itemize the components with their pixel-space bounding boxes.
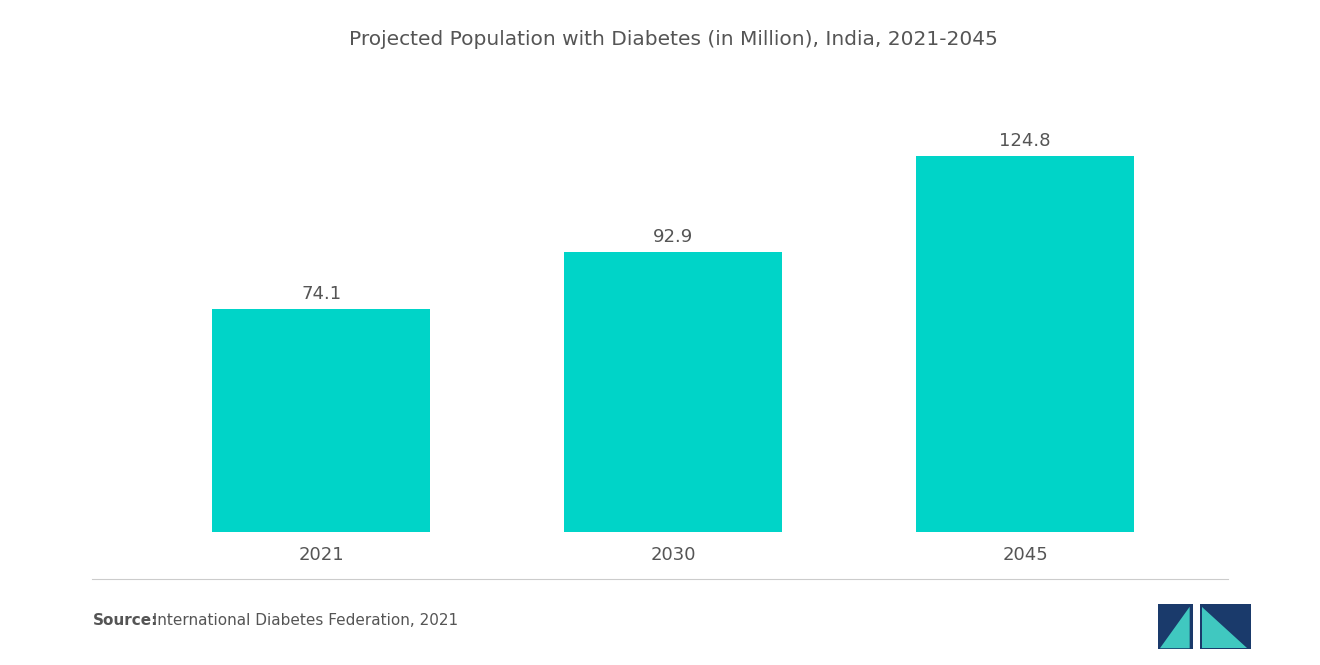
Text: 124.8: 124.8: [999, 132, 1051, 150]
Text: International Diabetes Federation, 2021: International Diabetes Federation, 2021: [143, 613, 458, 628]
Text: 74.1: 74.1: [301, 285, 342, 303]
Title: Projected Population with Diabetes (in Million), India, 2021-2045: Projected Population with Diabetes (in M…: [348, 30, 998, 49]
Polygon shape: [1160, 606, 1189, 648]
Text: 92.9: 92.9: [653, 228, 693, 246]
Bar: [564, 252, 783, 532]
Text: Source:: Source:: [92, 613, 158, 628]
Polygon shape: [1158, 604, 1193, 649]
Bar: [916, 156, 1134, 532]
Bar: [213, 309, 430, 532]
Polygon shape: [1201, 606, 1247, 648]
Polygon shape: [1200, 604, 1251, 649]
